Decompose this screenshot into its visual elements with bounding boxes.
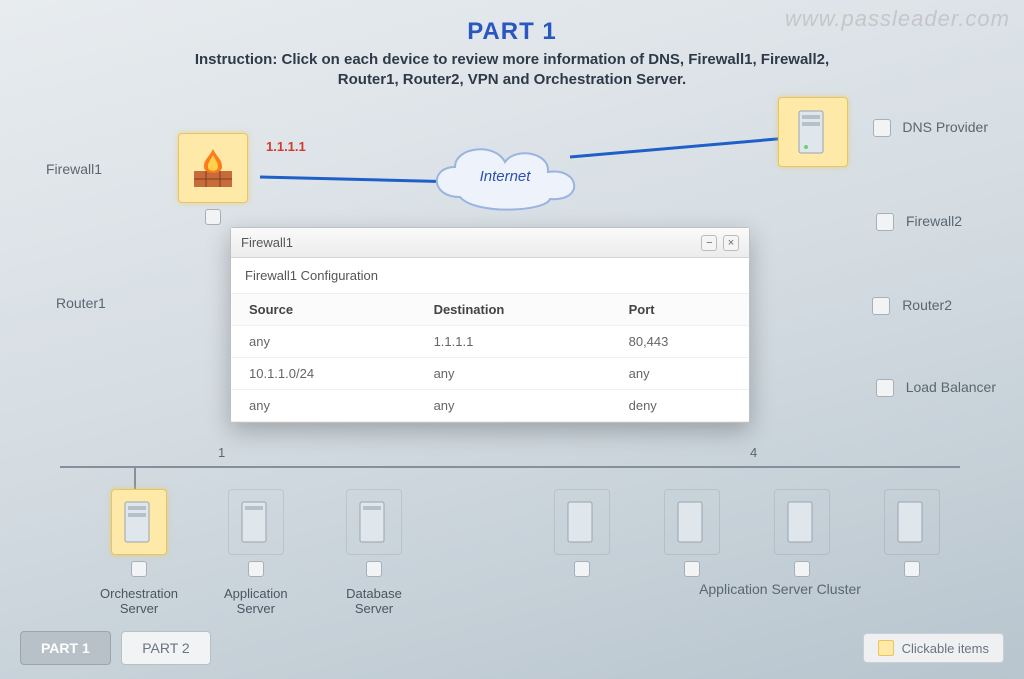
server-icon [894,498,930,546]
load-balancer-label: Load Balancer [906,379,996,395]
firewall1-node[interactable] [178,133,248,230]
cell: any [231,325,416,357]
orchestration-caption: OrchestrationServer [100,586,178,616]
appserver-caption: ApplicationServer [224,586,288,616]
legend-clickable: Clickable items [863,633,1004,663]
router1-label: Router1 [56,295,106,311]
router2-label: Router2 [902,297,952,313]
cluster-caption: Application Server Cluster [650,581,910,597]
dbserver-node[interactable]: DatabaseServer [346,489,402,616]
col-source: Source [231,294,416,326]
topology-canvas: Firewall1 Router1 DNS Provider Firewall2… [0,97,1024,577]
cell: any [611,357,749,389]
axis-left-num: 1 [218,445,225,460]
instruction-line1: Instruction: Click on each device to rev… [195,51,829,68]
footer-bar: PART 1 PART 2 Clickable items [0,631,1024,665]
tab-part2[interactable]: PART 2 [121,631,210,665]
cluster3-checkbox[interactable] [794,561,810,577]
orchestration-node[interactable]: OrchestrationServer [100,489,178,616]
server-icon [674,498,710,546]
cluster2-checkbox[interactable] [684,561,700,577]
firewall-icon [190,145,236,191]
appserver-checkbox[interactable] [248,561,264,577]
dbserver-caption: DatabaseServer [346,586,402,616]
firewall2-label: Firewall2 [906,213,962,229]
firewall1-checkbox[interactable] [205,209,221,225]
firewall1-ip: 1.1.1.1 [266,139,306,154]
firewall2-checkbox[interactable] [876,213,894,231]
internet-label: Internet [480,168,531,185]
dns-provider-label: DNS Provider [902,119,988,135]
col-port: Port [611,294,749,326]
legend-swatch [878,640,894,656]
cluster-node-3[interactable] [774,489,830,582]
server-icon [238,498,274,546]
cell: deny [611,389,749,421]
instruction-line2: Router1, Router2, VPN and Orchestration … [338,71,686,88]
cell: 10.1.1.0/24 [231,357,416,389]
legend-text: Clickable items [902,641,989,656]
col-destination: Destination [416,294,611,326]
server-icon [793,107,833,157]
cluster1-checkbox[interactable] [574,561,590,577]
table-row: any any deny [231,389,749,421]
cluster-node-1[interactable] [554,489,610,582]
cell: 80,443 [611,325,749,357]
router2-checkbox[interactable] [872,297,890,315]
tab-part1[interactable]: PART 1 [20,631,111,665]
axis-right-num: 4 [750,445,757,460]
cluster-node-2[interactable] [664,489,720,582]
table-row: 10.1.1.0/24 any any [231,357,749,389]
server-icon [121,498,157,546]
cell: any [231,389,416,421]
server-icon [564,498,600,546]
table-row: any 1.1.1.1 80,443 [231,325,749,357]
cell: any [416,389,611,421]
dns-checkbox[interactable] [873,119,891,137]
cell: 1.1.1.1 [416,325,611,357]
cluster4-checkbox[interactable] [904,561,920,577]
watermark-text: www.passleader.com [785,6,1010,32]
server-icon [356,498,392,546]
dialog-minimize-button[interactable]: − [701,235,717,251]
server-icon [784,498,820,546]
loadbalancer-checkbox[interactable] [876,379,894,397]
appserver-node[interactable]: ApplicationServer [224,489,288,616]
cell: any [416,357,611,389]
dialog-close-button[interactable]: × [723,235,739,251]
dbserver-checkbox[interactable] [366,561,382,577]
dialog-subtitle: Firewall1 Configuration [231,258,749,294]
cluster-node-4[interactable] [884,489,940,582]
internet-cloud: Internet [420,137,590,217]
firewall1-dialog: Firewall1 − × Firewall1 Configuration So… [230,227,750,423]
dialog-title: Firewall1 [241,235,293,250]
firewall1-label: Firewall1 [46,161,102,177]
orchestration-checkbox[interactable] [131,561,147,577]
firewall-rules-table: Source Destination Port any 1.1.1.1 80,4… [231,294,749,422]
dns-node[interactable] [778,97,848,167]
